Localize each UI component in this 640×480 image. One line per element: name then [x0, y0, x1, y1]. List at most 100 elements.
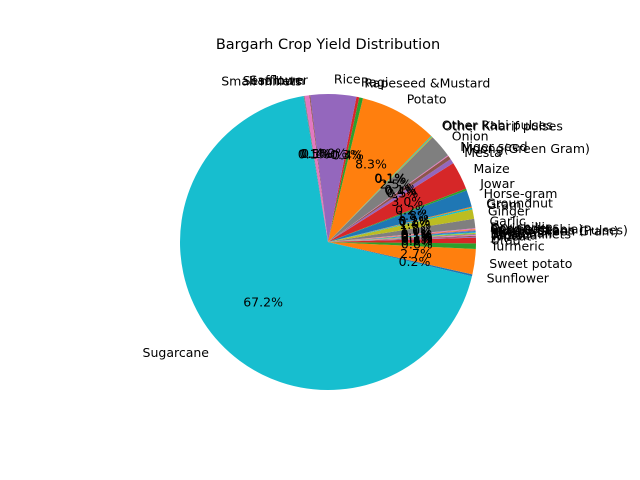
slice-percent-label: 67.2% — [243, 295, 283, 310]
pie-slice — [303, 95, 328, 242]
slice-percent-label: 0.1% — [375, 171, 407, 186]
slice-percent-label: 0.1% — [401, 227, 433, 242]
slice-label: Rapeseed &Mustard — [364, 75, 490, 90]
slice-percent-label: 0.1% — [401, 229, 433, 244]
slice-percent-label: 0.3% — [330, 147, 362, 162]
slice-percent-label: 0.1% — [374, 171, 406, 186]
slice-label: Other Rabi pulses — [442, 118, 553, 133]
slice-label: Sesamum — [243, 73, 305, 88]
slice-label: Niger seed — [460, 139, 527, 154]
slice-label: Other Kharif pulses — [443, 118, 563, 133]
slice-percent-label: 0.1% — [398, 213, 430, 228]
pie-slice — [328, 233, 476, 242]
slice-label: Urad — [491, 232, 521, 247]
pie-slice — [310, 93, 357, 242]
slice-percent-label: 2.5% — [380, 176, 412, 191]
slice-percent-label: 0.2% — [399, 214, 431, 229]
slice-label: Jowar — [479, 176, 515, 191]
pie-slice — [328, 242, 476, 275]
slice-percent-label: 1.0% — [399, 217, 431, 232]
slice-label: Peas & beans (Pulses) — [490, 222, 628, 237]
slice-label: Coriander — [490, 220, 552, 235]
slice-percent-label: 0.1% — [401, 228, 433, 243]
slice-percent-label: 1.8% — [397, 208, 429, 223]
pie-slice — [328, 207, 473, 242]
slice-label: Sugarcane — [143, 345, 210, 360]
pie-slice — [328, 232, 476, 242]
slice-label: Wheat — [491, 229, 532, 244]
slice-percent-label: 0.4% — [332, 148, 364, 163]
pie-slice — [180, 96, 472, 390]
slice-percent-label: 0.6% — [401, 237, 433, 252]
slice-percent-label: 0.6% — [401, 233, 433, 248]
pie-slice — [328, 98, 432, 242]
slice-percent-label: 0.1% — [301, 146, 333, 161]
slice-label: Horse-gram — [484, 186, 558, 201]
slice-percent-label: 0.5% — [299, 146, 331, 161]
slice-label: Ginger — [488, 203, 531, 218]
slice-percent-label: 4.9% — [315, 145, 347, 160]
slice-percent-label: 0.5% — [387, 186, 419, 201]
pie-slice — [328, 231, 476, 242]
slice-label: Ragi — [361, 75, 388, 90]
slice-label: Garlic — [490, 214, 526, 229]
slice-label: Small millets — [491, 227, 571, 242]
pie-slice — [328, 229, 476, 242]
pie-slice — [328, 135, 432, 242]
slice-label: Soyabean — [491, 226, 553, 241]
slice-percent-label: 0.2% — [395, 203, 427, 218]
pie-slice — [328, 190, 472, 242]
slice-percent-label: 0.1% — [401, 231, 433, 246]
pie-slice — [328, 206, 472, 242]
pie-slice — [309, 95, 328, 242]
pie-slice — [328, 242, 473, 277]
slice-percent-label: 0.1% — [401, 228, 433, 243]
slice-label: Gram — [487, 197, 522, 212]
pie-slice — [328, 137, 448, 242]
slice-percent-label: 3.0% — [391, 194, 423, 209]
slice-label: Moong(Green Gram) — [491, 224, 619, 239]
slice-label: Turmeric — [490, 239, 545, 254]
pie-slice — [328, 163, 467, 242]
pie-percent-labels: 67.2%0.2%2.7%0.6%0.6%0.1%0.1%0.1%0.1%0.1… — [243, 145, 433, 309]
pie-slice — [304, 95, 328, 242]
pie-slice — [328, 156, 451, 242]
chart-title: Bargarh Crop Yield Distribution — [216, 37, 440, 53]
slice-label: Small millets — [221, 73, 301, 88]
slice-percent-label: 0.2% — [399, 254, 431, 269]
slice-label: Sweet potato — [489, 256, 572, 271]
slice-label: Tapioca — [490, 228, 538, 243]
slice-percent-label: 0.1% — [298, 146, 330, 161]
slice-label: Onion — [452, 128, 489, 143]
pie-slice — [328, 242, 476, 250]
slice-label: Potato — [407, 92, 447, 107]
pie-slice — [328, 155, 449, 242]
slice-percent-label: 2.7% — [400, 246, 432, 261]
pie-slice — [328, 136, 433, 242]
slice-label: Dry chillies — [490, 219, 559, 234]
slice-percent-label: 0.4% — [385, 183, 417, 198]
slice-label: Mesta — [464, 145, 502, 160]
slice-label: Rice — [334, 71, 361, 86]
pie-slice — [328, 209, 475, 242]
slice-percent-label: 8.3% — [355, 156, 387, 171]
slice-percent-label: 1.0% — [400, 223, 432, 238]
slice-percent-label: 0.1% — [401, 230, 433, 245]
slice-label: Cowpea(Lobia) — [490, 221, 583, 236]
pie-slice — [328, 235, 476, 242]
slice-label: Moong(Green Gram) — [462, 141, 590, 156]
slice-percent-label: 0.1% — [401, 229, 433, 244]
pie-slice — [328, 236, 476, 242]
slice-percent-label: 0.1% — [401, 231, 433, 246]
slice-label: Maize — [474, 161, 510, 176]
pie-slice — [328, 188, 467, 242]
pie-slice — [328, 97, 363, 242]
slice-label: Sunflower — [487, 271, 550, 286]
slice-label: Safflower — [250, 73, 309, 88]
pie-slice — [328, 237, 476, 244]
pie-slice — [328, 231, 476, 242]
pie-slice — [328, 96, 360, 242]
pie-slice — [328, 159, 454, 242]
